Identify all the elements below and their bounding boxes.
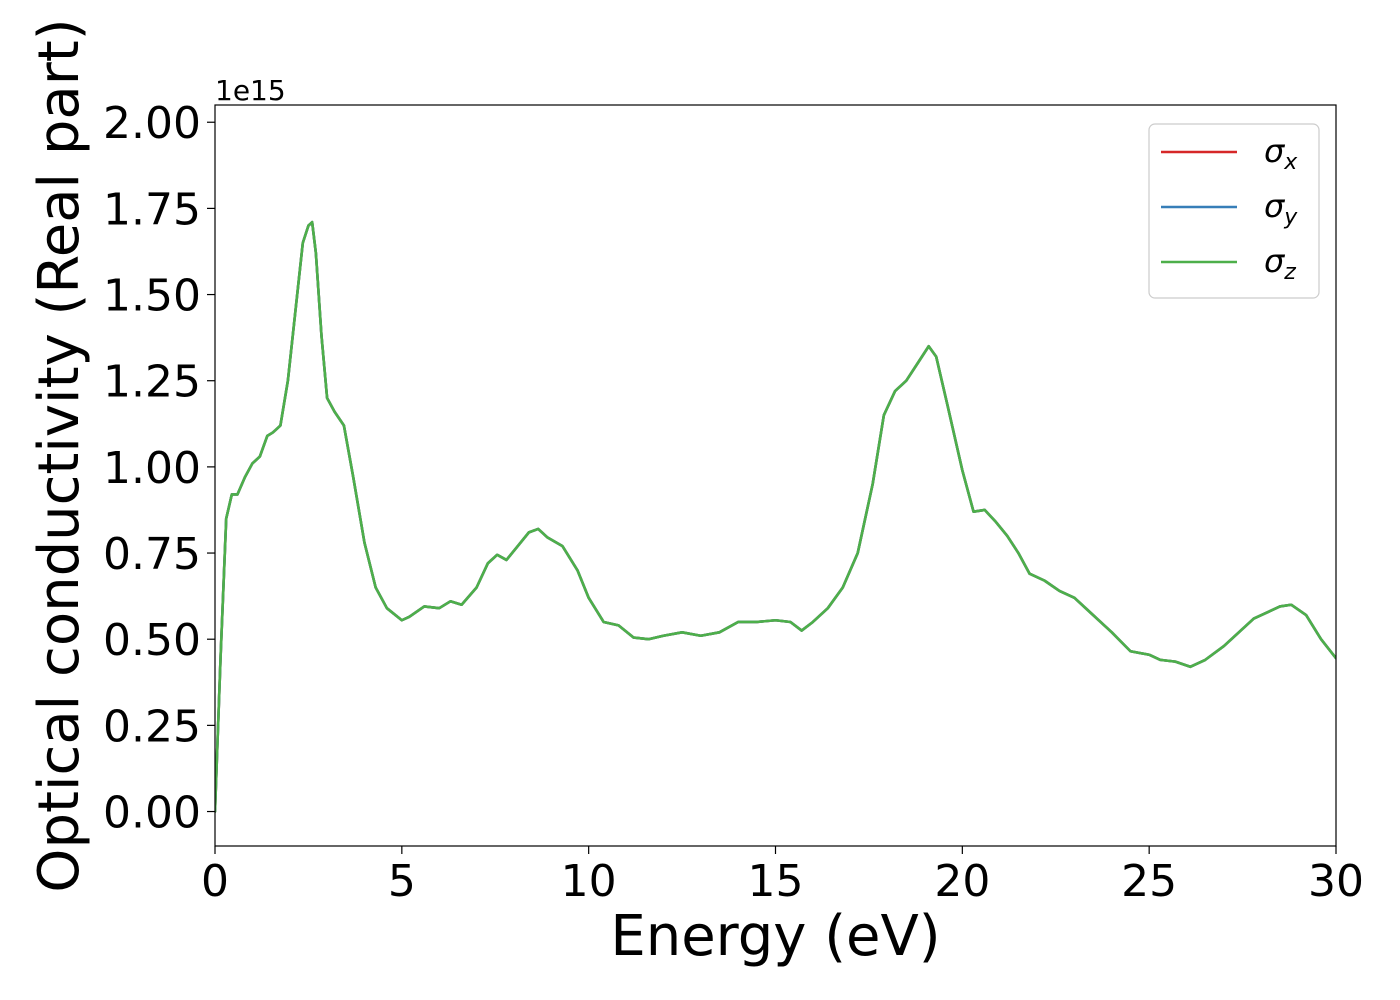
y-tick-label: 1.50: [103, 271, 201, 322]
legend-label-x: σx: [1264, 132, 1298, 175]
series-line-x: [215, 220, 1336, 813]
y-tick-label: 0.25: [103, 701, 201, 752]
y-tick-label: 0.00: [103, 788, 201, 839]
x-tick-label: 20: [934, 856, 990, 907]
x-tick-label: 10: [561, 856, 617, 907]
legend-subscript: z: [1283, 260, 1296, 285]
x-tick-label: 15: [748, 856, 804, 907]
legend-subscript: y: [1283, 205, 1298, 230]
x-axis-title: Energy (eV): [610, 904, 940, 969]
y-tick-label: 1.00: [103, 443, 201, 494]
legend-subscript: x: [1283, 150, 1298, 175]
x-tick-label: 25: [1121, 856, 1177, 907]
y-axis-title: Optical conductivity (Real part): [27, 18, 92, 892]
y-tick-label: 1.25: [103, 357, 201, 408]
legend-symbol: σ: [1264, 187, 1286, 225]
legend-symbol: σ: [1264, 242, 1286, 280]
y-tick-label: 1.75: [103, 184, 201, 235]
x-tick-label: 30: [1308, 856, 1364, 907]
legend-box: [1148, 123, 1320, 299]
legend-label-y: σy: [1264, 187, 1298, 230]
legend-label-z: σz: [1264, 242, 1296, 285]
x-axis-ticks: 0 5 10 15 20 25 30: [201, 846, 1364, 907]
x-tick-label: 5: [388, 856, 416, 907]
y-tick-label: 0.75: [103, 529, 201, 580]
series-line-z: [215, 220, 1336, 813]
y-axis-offset-label: 1e15: [215, 74, 286, 107]
y-tick-label: 0.50: [103, 615, 201, 666]
legend-symbol: σ: [1264, 132, 1286, 170]
series-layer: [215, 220, 1336, 813]
y-tick-label: 2.00: [103, 98, 201, 149]
series-line-y: [215, 220, 1336, 813]
y-axis-ticks: 0.00 0.25 0.50 0.75 1.00 1.25 1.50 1.75 2.00: [103, 98, 215, 839]
x-tick-label: 0: [201, 856, 229, 907]
